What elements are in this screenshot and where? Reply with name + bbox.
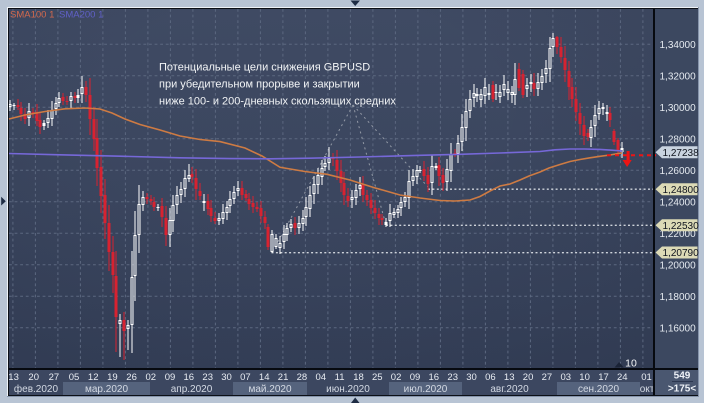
svg-text:23: 23 bbox=[202, 372, 213, 383]
svg-text:мар.2020: мар.2020 bbox=[85, 384, 128, 395]
svg-text:04: 04 bbox=[316, 372, 327, 383]
svg-text:03: 03 bbox=[561, 372, 572, 383]
svg-text:25: 25 bbox=[372, 372, 383, 383]
svg-text:окт.2020: окт.2020 bbox=[640, 384, 679, 395]
svg-text:1,20000: 1,20000 bbox=[660, 260, 697, 271]
svg-text:1,20790: 1,20790 bbox=[663, 248, 700, 259]
svg-text:02: 02 bbox=[391, 372, 402, 383]
svg-text:19: 19 bbox=[107, 372, 118, 383]
svg-text:13: 13 bbox=[504, 372, 515, 383]
svg-text:06: 06 bbox=[485, 372, 496, 383]
svg-text:12: 12 bbox=[88, 372, 99, 383]
svg-text:1,24000: 1,24000 bbox=[660, 197, 697, 208]
svg-text:01: 01 bbox=[641, 372, 652, 383]
svg-text:20: 20 bbox=[523, 372, 534, 383]
svg-text:1,32000: 1,32000 bbox=[660, 71, 697, 82]
svg-text:апр.2020: апр.2020 bbox=[171, 384, 213, 395]
svg-text:1,26000: 1,26000 bbox=[660, 166, 697, 177]
svg-text:10: 10 bbox=[625, 358, 637, 370]
svg-text:02: 02 bbox=[146, 372, 157, 383]
svg-text:>175<: >175< bbox=[668, 384, 697, 395]
svg-text:09: 09 bbox=[165, 372, 176, 383]
svg-text:май.2020: май.2020 bbox=[248, 384, 291, 395]
svg-text:1,24800: 1,24800 bbox=[663, 185, 700, 196]
svg-text:Потенциальные цели снижения GB: Потенциальные цели снижения GBPUSD bbox=[159, 62, 370, 74]
svg-text:июл.2020: июл.2020 bbox=[404, 384, 448, 395]
svg-text:ниже 100- и 200-дневных скольз: ниже 100- и 200-дневных скользящих средн… bbox=[159, 96, 396, 108]
svg-text:30: 30 bbox=[221, 372, 232, 383]
svg-text:10: 10 bbox=[579, 372, 590, 383]
svg-text:13: 13 bbox=[8, 372, 19, 383]
svg-text:05: 05 bbox=[69, 372, 80, 383]
svg-text:SMA200 1: SMA200 1 bbox=[59, 10, 103, 21]
svg-text:24: 24 bbox=[617, 372, 628, 383]
svg-text:17: 17 bbox=[598, 372, 609, 383]
svg-text:16: 16 bbox=[429, 372, 440, 383]
svg-text:23: 23 bbox=[447, 372, 458, 383]
svg-text:07: 07 bbox=[240, 372, 251, 383]
svg-text:20: 20 bbox=[28, 372, 39, 383]
svg-text:1,18000: 1,18000 bbox=[660, 292, 697, 303]
svg-text:1,16000: 1,16000 bbox=[660, 323, 697, 334]
svg-text:14: 14 bbox=[259, 372, 270, 383]
svg-text:1,22530: 1,22530 bbox=[663, 221, 700, 232]
svg-text:фев.2020: фев.2020 bbox=[14, 383, 59, 395]
svg-text:28: 28 bbox=[297, 372, 308, 383]
svg-text:1,22000: 1,22000 bbox=[660, 229, 697, 240]
svg-text:1,28000: 1,28000 bbox=[660, 134, 697, 145]
svg-text:1,30000: 1,30000 bbox=[660, 103, 697, 114]
svg-text:27: 27 bbox=[542, 372, 553, 383]
svg-text:18: 18 bbox=[353, 372, 364, 383]
svg-text:1,34000: 1,34000 bbox=[660, 40, 697, 51]
svg-text:16: 16 bbox=[184, 372, 195, 383]
svg-text:21: 21 bbox=[278, 372, 289, 383]
svg-text:1,27238: 1,27238 bbox=[663, 148, 700, 159]
svg-text:авг.2020: авг.2020 bbox=[490, 384, 529, 395]
svg-text:сен.2020: сен.2020 bbox=[578, 384, 620, 395]
svg-text:549: 549 bbox=[674, 371, 691, 382]
svg-text:SMA100 1: SMA100 1 bbox=[10, 10, 54, 21]
svg-text:26: 26 bbox=[126, 372, 137, 383]
svg-text:11: 11 bbox=[335, 372, 345, 383]
svg-text:09: 09 bbox=[410, 372, 421, 383]
svg-text:июн.2020: июн.2020 bbox=[326, 384, 370, 395]
svg-text:30: 30 bbox=[466, 372, 477, 383]
svg-text:при убедительном прорыве и зак: при убедительном прорыве и закрытии bbox=[159, 79, 360, 91]
svg-text:27: 27 bbox=[49, 372, 60, 383]
